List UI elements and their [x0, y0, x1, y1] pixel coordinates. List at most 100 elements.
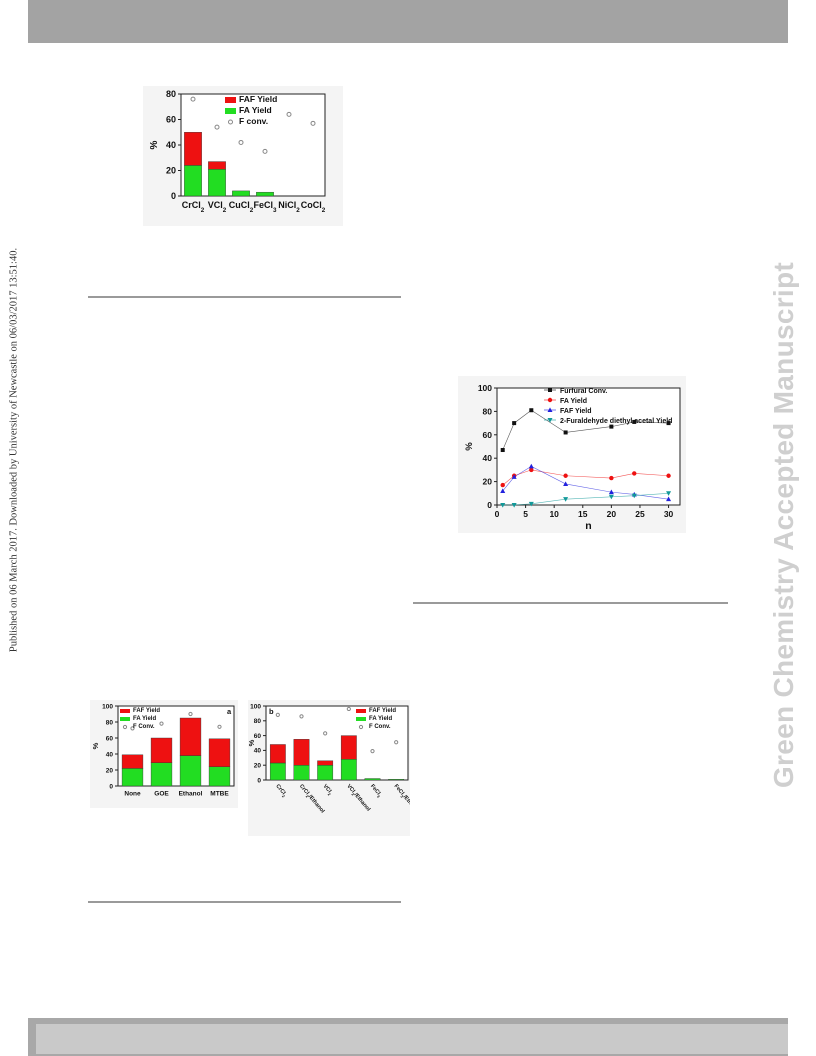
chart-solvent-panel-a: 0 20 40 60 80 100% None GOE Ethanol MTBE FAF Yield…: [91, 703, 235, 798]
data-point: [632, 471, 637, 476]
point-f-conv: [310, 120, 316, 126]
data-point: [666, 491, 672, 496]
plot-frame: [496, 387, 681, 506]
x-tick-label: NiCl2: [278, 200, 300, 214]
y-tick-label: 100: [102, 703, 113, 710]
bar-fa-yield: [179, 755, 202, 787]
point-f-conv: [217, 724, 222, 729]
y-tick-label: 20: [106, 767, 114, 774]
y-tick-label: 80: [254, 718, 262, 725]
legend-swatch: [120, 717, 130, 721]
legend-marker: [547, 407, 553, 412]
x-tick-label: MTBE: [210, 791, 229, 798]
point-f-conv: [238, 139, 244, 145]
x-tick-label: CrCl2: [274, 783, 288, 798]
legend-marker: [547, 397, 553, 403]
figure-recycling-runs: 0 20 40 60 80 100 0 5 10 15 20 25 30 n% Furfural Conv.…: [458, 376, 686, 533]
y-tick-label: 0: [109, 783, 113, 790]
x-tick-label: VCl2/Ethanol: [345, 783, 372, 813]
legend-marker: [122, 724, 128, 730]
legend-label: 2-Furaldehyde diethyl acetal Yield: [560, 418, 672, 425]
y-tick-label: 60: [483, 430, 493, 440]
x-tick-label: 25: [635, 509, 645, 519]
data-point: [666, 496, 672, 502]
x-tick-label: None: [124, 791, 141, 798]
data-point: [528, 501, 534, 507]
bar-faf-yield: [179, 717, 202, 756]
chart-recycling-runs: 0 20 40 60 80 100 0 5 10 15 20 25 30 n% Furfural Conv.…: [464, 383, 681, 532]
x-tick-label: 0: [495, 509, 500, 519]
plot-frame: [180, 93, 326, 197]
bar-fa-yield: [364, 778, 381, 781]
y-tick-label: 40: [106, 751, 114, 758]
data-point: [511, 474, 517, 479]
bar-fa-yield: [121, 768, 144, 787]
legend-marker: [548, 388, 552, 392]
y-tick-label: 60: [254, 733, 262, 740]
x-tick-label: 15: [578, 509, 588, 519]
y-tick-label: 100: [250, 703, 261, 710]
data-point: [511, 503, 517, 508]
legend-marker: [358, 724, 364, 730]
legend-swatch: [356, 709, 366, 713]
x-tick-label: FeCl3: [253, 200, 277, 214]
x-tick-label: VCl2: [321, 783, 334, 796]
bar-faf-yield: [208, 738, 231, 767]
bar-faf-yield: [269, 744, 286, 764]
legend-label: FAF Yield: [369, 708, 396, 714]
section-rule: [413, 602, 728, 604]
bar-fa-yield: [150, 762, 173, 787]
data-point: [500, 503, 506, 508]
point-f-conv: [214, 124, 220, 130]
bar-fa-yield: [184, 165, 202, 197]
data-point: [631, 493, 637, 499]
bar-fa-yield: [256, 191, 274, 197]
legend-label: FA Yield: [133, 716, 156, 722]
bar-faf-yield: [150, 737, 173, 763]
plot-frame: [265, 705, 409, 781]
legend-swatch: [225, 97, 236, 103]
legend-label: FA Yield: [239, 105, 272, 115]
y-tick-label: 80: [483, 406, 493, 416]
data-point: [632, 419, 637, 424]
data-point: [563, 473, 568, 478]
x-tick-label: 30: [664, 509, 674, 519]
legend-swatch: [225, 108, 236, 114]
data-point: [563, 481, 569, 486]
legend-label: F conv.: [239, 116, 268, 126]
point-f-conv: [286, 111, 292, 117]
journal-footer-panel: [36, 1024, 788, 1054]
y-tick-label: 60: [166, 115, 176, 125]
y-tick-label: 40: [483, 453, 493, 463]
y-tick-label: 0: [171, 191, 176, 201]
bar-fa-yield: [208, 169, 226, 197]
bar-fa-yield: [232, 190, 250, 197]
x-tick-label: 10: [549, 509, 559, 519]
bar-fa-yield: [317, 764, 334, 781]
data-point: [666, 421, 671, 426]
panel-label: b: [269, 707, 274, 716]
x-tick-label: FeCl3: [368, 783, 382, 798]
y-tick-label: 20: [166, 166, 176, 176]
data-point: [500, 488, 506, 493]
x-tick-label: CoCl2: [301, 200, 326, 214]
y-tick-label: 20: [483, 477, 493, 487]
data-point: [563, 430, 568, 435]
x-tick-label: CuCl2: [229, 200, 254, 214]
point-f-conv: [394, 740, 399, 745]
y-tick-label: 0: [487, 500, 492, 510]
x-axis-label: n: [585, 520, 591, 532]
point-f-conv: [159, 721, 164, 726]
x-tick-label: CrCl2/Ethanol: [297, 783, 325, 815]
bar-faf-yield: [184, 132, 202, 166]
data-point: [528, 463, 534, 469]
publication-note-text: Published on 06 March 2017. Downloaded b…: [8, 247, 20, 653]
figure-catalyst-screening: 0 20 40 60 80% CrCl2 VCl2 CuCl2 FeCl3 NiCl2 CoCl2 F…: [143, 86, 343, 226]
data-point: [512, 421, 517, 426]
data-point: [500, 482, 505, 488]
bar-fa-yield: [388, 779, 405, 781]
legend-label: FAF Yield: [239, 94, 277, 104]
data-point: [609, 424, 614, 429]
